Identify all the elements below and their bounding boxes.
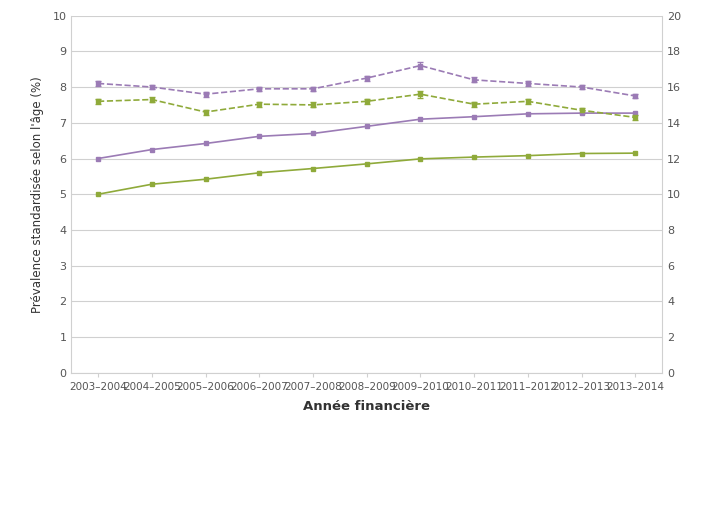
X-axis label: Année financière: Année financière [303,400,430,413]
Y-axis label: Prévalence standardisée selon l'âge (%): Prévalence standardisée selon l'âge (%) [31,76,44,313]
